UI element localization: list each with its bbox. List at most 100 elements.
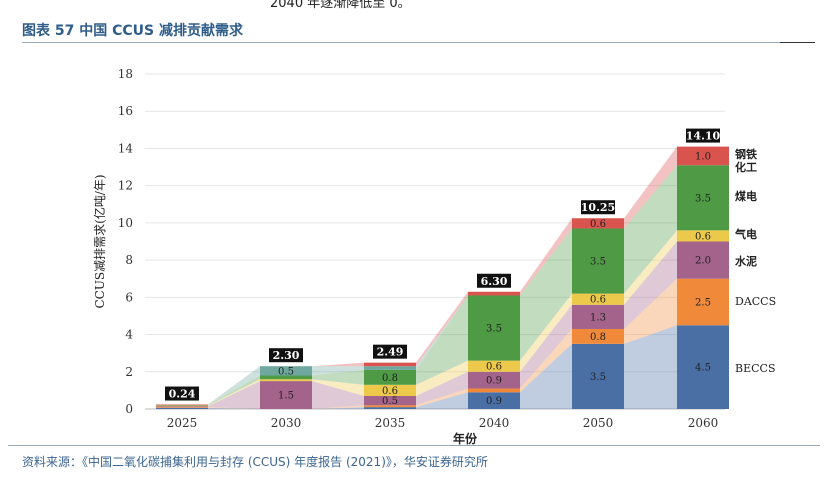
bar-segment-DACCS	[468, 388, 520, 393]
area-band-BECCS	[312, 407, 364, 409]
area-band-煤电	[416, 295, 468, 385]
bar-segment-化工	[260, 366, 312, 376]
segment-value-label: 2.5	[695, 297, 711, 308]
area-band-气电	[520, 293, 572, 372]
y-tick-label: 10	[118, 216, 133, 230]
bar-segment-BECCS	[156, 407, 208, 409]
bar-segment-水泥	[260, 381, 312, 409]
source-note: 资料来源：《中国二氧化碳捕集利用与封存 (CCUS) 年度报告 (2021)》，…	[22, 455, 488, 469]
segment-value-label: 0.6	[590, 219, 606, 230]
y-tick-label: 0	[125, 402, 133, 416]
total-badge	[477, 273, 511, 288]
area-band-钢铁	[520, 218, 572, 296]
y-axis-title: CCUS减排需求(亿吨/年)	[92, 174, 107, 308]
bar-segment-水泥	[156, 406, 208, 408]
segment-value-label: 0.5	[278, 366, 294, 377]
area-band-气电	[624, 230, 677, 305]
series-label-气电: 气电	[734, 227, 757, 241]
area-band-DACCS	[312, 405, 364, 409]
bar-segment-气电	[572, 293, 624, 305]
area-band-BECCS	[208, 407, 260, 409]
area-band-水泥	[208, 381, 260, 409]
total-value-label: 14.10	[686, 130, 721, 143]
bar-segment-BECCS	[468, 392, 520, 409]
bar-segment-钢铁	[572, 218, 624, 229]
bar-segment-DACCS	[572, 328, 624, 344]
area-band-钢铁	[208, 366, 260, 405]
area-band-BECCS	[416, 392, 468, 409]
segment-value-label: 0.6	[382, 386, 398, 397]
area-band-DACCS	[624, 278, 677, 344]
y-tick-label: 4	[125, 328, 133, 342]
segment-value-label: 0.9	[486, 376, 502, 387]
area-band-水泥	[416, 371, 468, 406]
bar-segment-化工	[364, 366, 416, 370]
area-band-煤电	[624, 165, 677, 294]
area-band-钢铁	[624, 146, 677, 229]
figure-title: 图表 57 中国 CCUS 减排贡献需求	[22, 23, 243, 39]
area-band-钢铁	[312, 362, 364, 367]
area-band-气电	[208, 379, 260, 407]
series-label-BECCS: BECCS	[735, 362, 775, 375]
area-band-水泥	[312, 381, 364, 409]
bar-segment-煤电	[364, 369, 416, 385]
bar-segment-水泥	[572, 304, 624, 329]
x-axis-title: 年份	[453, 431, 478, 445]
area-band-BECCS	[624, 325, 677, 409]
segment-value-label: 3.5	[590, 257, 606, 268]
total-badge	[165, 386, 199, 401]
area-band-水泥	[520, 304, 572, 389]
bar-segment-煤电	[468, 295, 520, 361]
segment-value-label: 2.0	[695, 256, 711, 267]
area-band-BECCS	[520, 343, 572, 409]
x-tick-label: 2050	[583, 416, 614, 430]
segment-value-label: 0.8	[590, 332, 606, 343]
total-value-label: 10.25	[581, 201, 615, 214]
bar-segment-煤电	[677, 165, 729, 231]
y-tick-label: 8	[125, 253, 133, 267]
segment-value-label: 1.0	[695, 151, 711, 162]
y-tick-label: 18	[118, 67, 133, 81]
area-band-煤电	[520, 228, 572, 361]
title-rule	[22, 42, 780, 43]
bar-segment-钢铁	[156, 404, 208, 406]
series-label-DACCS: DACCS	[735, 295, 776, 308]
total-badge	[581, 200, 615, 215]
area-band-化工	[416, 295, 468, 370]
area-band-DACCS	[208, 407, 260, 409]
y-tick-label: 6	[125, 290, 133, 304]
area-band-化工	[312, 366, 364, 376]
x-tick-label: 2060	[688, 416, 719, 430]
bar-segment-煤电	[260, 375, 312, 380]
total-value-label: 2.49	[377, 346, 404, 359]
bar-segment-煤电	[572, 228, 624, 294]
bar-segment-BECCS	[364, 407, 416, 409]
area-band-钢铁	[416, 291, 468, 367]
bar-segment-水泥	[364, 395, 416, 406]
segment-value-label: 3.5	[695, 193, 711, 204]
segment-value-label: 0.5	[382, 396, 398, 407]
segment-value-label: 0.9	[486, 396, 502, 407]
x-tick-label: 2035	[375, 416, 406, 430]
bar-segment-气电	[468, 360, 520, 372]
total-value-label: 6.30	[481, 275, 508, 288]
bar-segment-水泥	[677, 241, 729, 279]
series-label-煤电: 煤电	[735, 189, 757, 203]
segment-value-label: 0.6	[695, 231, 711, 242]
bar-segment-钢铁	[677, 146, 729, 166]
area-band-化工	[208, 366, 260, 405]
area-band-DACCS	[520, 328, 572, 393]
y-tick-label: 2	[125, 365, 133, 379]
total-badge	[373, 344, 407, 359]
x-tick-label: 2040	[479, 416, 510, 430]
bar-segment-DACCS	[364, 405, 416, 408]
total-badge	[686, 128, 720, 143]
bar-segment-气电	[677, 230, 729, 242]
bar-segment-钢铁	[364, 362, 416, 367]
area-band-DACCS	[416, 388, 468, 408]
series-label-水泥: 水泥	[735, 254, 757, 268]
segment-value-label: 1.3	[590, 312, 606, 323]
y-tick-label: 16	[118, 104, 133, 118]
source-rule	[8, 445, 820, 446]
bar-segment-气电	[260, 379, 312, 382]
